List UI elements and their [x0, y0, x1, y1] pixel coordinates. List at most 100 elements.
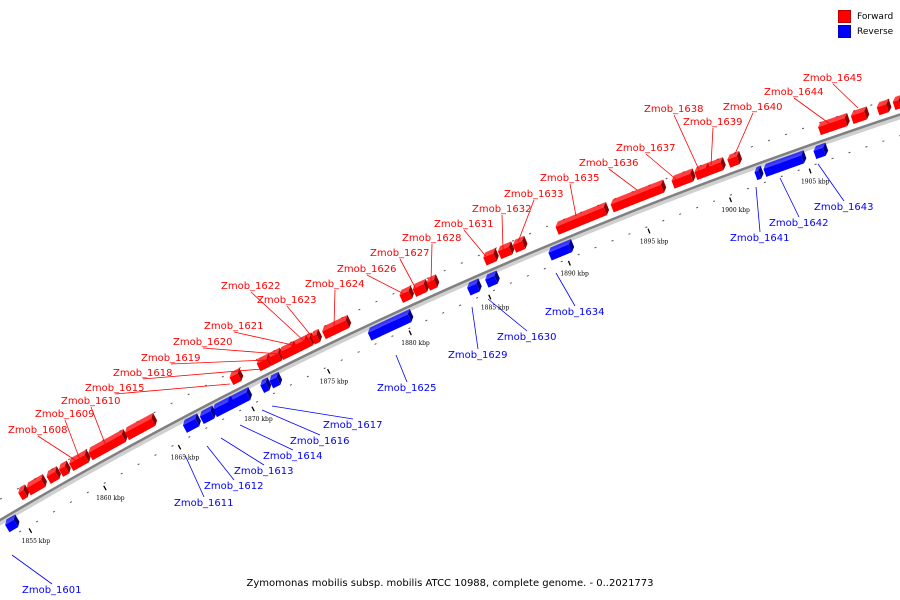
- leader-line: [250, 291, 305, 342]
- forward-gene-label: Zmob_1628: [402, 233, 462, 244]
- forward-gene-block: [671, 168, 696, 189]
- reverse-track-dot: [729, 194, 733, 196]
- forward-gene-block: [497, 241, 515, 260]
- reverse-gene-block: [485, 270, 500, 288]
- forward-track-dot: [187, 393, 190, 396]
- leader-line: [710, 127, 714, 166]
- reverse-gene-label: Zmob_1629: [448, 350, 508, 361]
- forward-gene-label: Zmob_1638: [644, 104, 704, 115]
- forward-track-dot: [68, 458, 71, 461]
- scale-tick: [488, 294, 492, 300]
- forward-track-dot: [545, 225, 549, 228]
- genome-backbone: [0, 113, 900, 522]
- reverse-track-dot: [408, 327, 411, 330]
- forward-track-dot: [375, 300, 378, 303]
- reverse-track-dot: [577, 253, 580, 256]
- forward-gene-label: Zmob_1624: [305, 279, 365, 290]
- reverse-track-dot: [222, 418, 225, 421]
- leader-line: [569, 183, 577, 217]
- reverse-gene-label: Zmob_1601: [22, 585, 82, 596]
- reverse-gene-label: Zmob_1643: [814, 202, 874, 213]
- forward-track-dot: [784, 133, 788, 136]
- leader-line: [220, 437, 265, 466]
- forward-track-dot: [392, 292, 395, 295]
- forward-track-dot: [801, 127, 805, 130]
- forward-track-dot: [255, 358, 259, 361]
- scale-tick-label: 1905 kbp: [801, 178, 830, 185]
- forward-swatch: [838, 10, 851, 23]
- leader-line: [366, 274, 409, 297]
- reverse-track-dot: [560, 260, 563, 263]
- scale-tick: [408, 330, 412, 336]
- reverse-track-dot: [662, 219, 665, 222]
- reverse-track-dot: [695, 206, 699, 209]
- reverse-track-dot: [357, 351, 360, 353]
- reverse-track-dot: [323, 367, 326, 370]
- reverse-track-dot: [848, 151, 851, 154]
- reverse-gene-label: Zmob_1616: [290, 436, 350, 447]
- forward-track-dot: [221, 375, 224, 378]
- scale-tick: [28, 528, 33, 534]
- reverse-gene-label: Zmob_1625: [377, 383, 437, 394]
- forward-gene-label: Zmob_1618: [113, 368, 173, 379]
- forward-gene-label: Zmob_1635: [540, 173, 600, 184]
- leader-line: [817, 163, 845, 202]
- forward-gene-label: Zmob_1636: [579, 158, 639, 169]
- forward-track-dot: [153, 411, 156, 414]
- reverse-gene-block: [199, 405, 217, 425]
- forward-track-dot: [443, 269, 446, 272]
- scale-tick: [647, 228, 651, 234]
- forward-gene-label: Zmob_1639: [683, 117, 743, 128]
- reverse-track-dot: [628, 233, 631, 235]
- leader-line: [206, 445, 235, 481]
- reverse-track-dot: [746, 187, 750, 190]
- scale-tick-label: 1900 kbp: [721, 207, 750, 214]
- reverse-track-dot: [171, 445, 174, 447]
- leader-line: [37, 435, 79, 463]
- forward-gene-block: [18, 484, 30, 501]
- scale-tick: [729, 197, 733, 203]
- leader-line: [395, 354, 408, 383]
- forward-track-dot: [528, 232, 532, 235]
- legend-reverse-label: Reverse: [857, 26, 894, 37]
- forward-track-dot: [767, 139, 771, 142]
- genome-caption: Zymomonas mobilis subsp. mobilis ATCC 10…: [246, 578, 654, 589]
- leader-line: [114, 383, 231, 395]
- forward-gene-label: Zmob_1608: [8, 425, 68, 436]
- scale-tick-label: 1885 kbp: [481, 304, 510, 311]
- reverse-track-dot: [188, 436, 191, 438]
- leader-line: [779, 177, 800, 218]
- reverse-track-dot: [459, 304, 462, 307]
- reverse-track-dot: [289, 384, 293, 386]
- scale-tick: [808, 168, 812, 174]
- forward-gene-block: [322, 314, 352, 340]
- forward-gene-label: Zmob_1615: [85, 383, 145, 394]
- forward-gene-block: [850, 106, 870, 124]
- forward-gene-label: Zmob_1627: [370, 248, 430, 259]
- forward-gene-block: [727, 151, 743, 168]
- reverse-gene-label: Zmob_1634: [545, 307, 605, 318]
- reverse-gene-label: Zmob_1630: [497, 332, 557, 343]
- reverse-gene-label: Zmob_1611: [174, 498, 234, 509]
- leader-line: [11, 554, 53, 585]
- reverse-track-dot: [154, 454, 157, 456]
- leader-line: [832, 83, 859, 109]
- reverse-gene-block: [182, 413, 201, 433]
- forward-gene-block: [555, 202, 610, 235]
- scale-tick-label: 1860 kbp: [96, 495, 125, 502]
- forward-track-dot: [750, 145, 753, 148]
- reverse-swatch: [838, 25, 851, 38]
- forward-gene-label: Zmob_1609: [35, 409, 95, 420]
- leader-line: [755, 186, 761, 233]
- reverse-track-dot: [712, 200, 716, 203]
- forward-gene-block: [46, 466, 61, 484]
- legend-item-reverse: Reverse: [838, 24, 893, 39]
- leader-line: [487, 298, 528, 332]
- scale-tick: [251, 406, 255, 412]
- reverse-gene-block: [269, 371, 283, 389]
- reverse-track-dot: [239, 409, 242, 412]
- reverse-track-dot: [391, 335, 394, 337]
- reverse-track-dot: [645, 226, 648, 229]
- forward-track-dot: [16, 487, 20, 490]
- reverse-track-dot: [509, 282, 513, 284]
